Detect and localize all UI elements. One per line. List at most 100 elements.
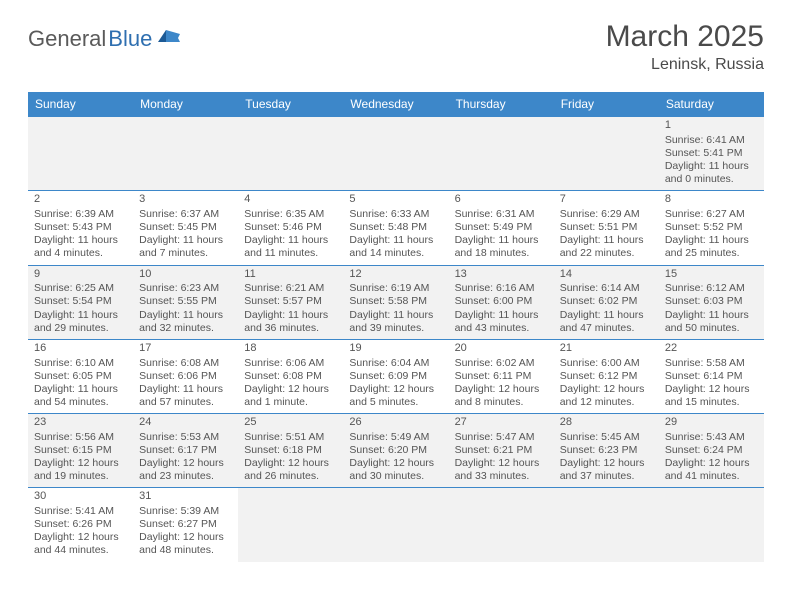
calendar-table: SundayMondayTuesdayWednesdayThursdayFrid… <box>28 92 764 562</box>
calendar-week-row: 9Sunrise: 6:25 AMSunset: 5:54 PMDaylight… <box>28 265 764 339</box>
day-number: 2 <box>34 193 127 207</box>
location-subtitle: Leninsk, Russia <box>606 56 764 74</box>
sunset-line: Sunset: 5:49 PM <box>455 221 548 234</box>
daylight-line: Daylight: 12 hours <box>455 457 548 470</box>
sunrise-line: Sunrise: 6:25 AM <box>34 282 127 295</box>
daylight-line: and 36 minutes. <box>244 322 337 335</box>
sunrise-line: Sunrise: 6:08 AM <box>139 357 232 370</box>
calendar-cell: 1Sunrise: 6:41 AMSunset: 5:41 PMDaylight… <box>659 117 764 191</box>
day-number: 18 <box>244 342 337 356</box>
daylight-line: Daylight: 12 hours <box>665 383 758 396</box>
calendar-cell <box>238 488 343 562</box>
calendar-cell: 9Sunrise: 6:25 AMSunset: 5:54 PMDaylight… <box>28 265 133 339</box>
sunset-line: Sunset: 6:27 PM <box>139 518 232 531</box>
daylight-line: Daylight: 11 hours <box>665 160 758 173</box>
header: GeneralBlue March 2025 Leninsk, Russia <box>28 20 764 74</box>
sunrise-line: Sunrise: 6:41 AM <box>665 134 758 147</box>
calendar-cell: 17Sunrise: 6:08 AMSunset: 6:06 PMDayligh… <box>133 339 238 413</box>
daylight-line: Daylight: 12 hours <box>560 457 653 470</box>
daylight-line: and 18 minutes. <box>455 247 548 260</box>
daylight-line: and 32 minutes. <box>139 322 232 335</box>
calendar-week-row: 2Sunrise: 6:39 AMSunset: 5:43 PMDaylight… <box>28 191 764 265</box>
sunset-line: Sunset: 6:12 PM <box>560 370 653 383</box>
sunset-line: Sunset: 5:46 PM <box>244 221 337 234</box>
sunset-line: Sunset: 6:03 PM <box>665 295 758 308</box>
daylight-line: and 54 minutes. <box>34 396 127 409</box>
sunset-line: Sunset: 5:41 PM <box>665 147 758 160</box>
daylight-line: and 29 minutes. <box>34 322 127 335</box>
calendar-cell: 25Sunrise: 5:51 AMSunset: 6:18 PMDayligh… <box>238 414 343 488</box>
dayname-header: Saturday <box>659 92 764 117</box>
daylight-line: Daylight: 12 hours <box>139 531 232 544</box>
dayname-header: Wednesday <box>343 92 448 117</box>
daylight-line: and 4 minutes. <box>34 247 127 260</box>
day-number: 29 <box>665 416 758 430</box>
calendar-cell: 3Sunrise: 6:37 AMSunset: 5:45 PMDaylight… <box>133 191 238 265</box>
calendar-cell: 2Sunrise: 6:39 AMSunset: 5:43 PMDaylight… <box>28 191 133 265</box>
calendar-week-row: 16Sunrise: 6:10 AMSunset: 6:05 PMDayligh… <box>28 339 764 413</box>
day-number: 6 <box>455 193 548 207</box>
daylight-line: and 33 minutes. <box>455 470 548 483</box>
day-number: 19 <box>349 342 442 356</box>
calendar-cell: 22Sunrise: 5:58 AMSunset: 6:14 PMDayligh… <box>659 339 764 413</box>
daylight-line: and 19 minutes. <box>34 470 127 483</box>
daylight-line: Daylight: 12 hours <box>455 383 548 396</box>
day-number: 31 <box>139 490 232 504</box>
day-number: 9 <box>34 268 127 282</box>
day-number: 4 <box>244 193 337 207</box>
daylight-line: Daylight: 11 hours <box>139 383 232 396</box>
sunrise-line: Sunrise: 6:02 AM <box>455 357 548 370</box>
sunset-line: Sunset: 6:23 PM <box>560 444 653 457</box>
daylight-line: Daylight: 12 hours <box>560 383 653 396</box>
day-number: 17 <box>139 342 232 356</box>
daylight-line: and 1 minute. <box>244 396 337 409</box>
logo-word-2: Blue <box>108 26 152 52</box>
sunrise-line: Sunrise: 6:23 AM <box>139 282 232 295</box>
calendar-week-row: 23Sunrise: 5:56 AMSunset: 6:15 PMDayligh… <box>28 414 764 488</box>
daylight-line: and 22 minutes. <box>560 247 653 260</box>
daylight-line: Daylight: 11 hours <box>665 309 758 322</box>
sunset-line: Sunset: 5:48 PM <box>349 221 442 234</box>
sunrise-line: Sunrise: 5:51 AM <box>244 431 337 444</box>
sunrise-line: Sunrise: 6:00 AM <box>560 357 653 370</box>
calendar-cell: 14Sunrise: 6:14 AMSunset: 6:02 PMDayligh… <box>554 265 659 339</box>
calendar-cell <box>343 488 448 562</box>
daylight-line: Daylight: 12 hours <box>665 457 758 470</box>
sunrise-line: Sunrise: 5:58 AM <box>665 357 758 370</box>
daylight-line: and 39 minutes. <box>349 322 442 335</box>
daylight-line: and 30 minutes. <box>349 470 442 483</box>
sunrise-line: Sunrise: 6:31 AM <box>455 208 548 221</box>
sunset-line: Sunset: 5:45 PM <box>139 221 232 234</box>
calendar-cell <box>554 488 659 562</box>
daylight-line: Daylight: 11 hours <box>455 234 548 247</box>
calendar-cell: 28Sunrise: 5:45 AMSunset: 6:23 PMDayligh… <box>554 414 659 488</box>
calendar-cell: 13Sunrise: 6:16 AMSunset: 6:00 PMDayligh… <box>449 265 554 339</box>
day-number: 30 <box>34 490 127 504</box>
day-number: 23 <box>34 416 127 430</box>
sunrise-line: Sunrise: 6:27 AM <box>665 208 758 221</box>
sunrise-line: Sunrise: 6:10 AM <box>34 357 127 370</box>
calendar-cell <box>659 488 764 562</box>
day-number: 20 <box>455 342 548 356</box>
daylight-line: Daylight: 12 hours <box>139 457 232 470</box>
daylight-line: and 57 minutes. <box>139 396 232 409</box>
daylight-line: Daylight: 11 hours <box>34 383 127 396</box>
calendar-cell <box>554 117 659 191</box>
calendar-cell <box>28 117 133 191</box>
daylight-line: and 14 minutes. <box>349 247 442 260</box>
daylight-line: and 44 minutes. <box>34 544 127 557</box>
calendar-cell <box>343 117 448 191</box>
sunrise-line: Sunrise: 5:56 AM <box>34 431 127 444</box>
sunset-line: Sunset: 5:52 PM <box>665 221 758 234</box>
day-number: 22 <box>665 342 758 356</box>
calendar-week-row: 1Sunrise: 6:41 AMSunset: 5:41 PMDaylight… <box>28 117 764 191</box>
sunset-line: Sunset: 6:11 PM <box>455 370 548 383</box>
dayname-row: SundayMondayTuesdayWednesdayThursdayFrid… <box>28 92 764 117</box>
sunrise-line: Sunrise: 6:21 AM <box>244 282 337 295</box>
daylight-line: Daylight: 11 hours <box>560 309 653 322</box>
day-number: 27 <box>455 416 548 430</box>
daylight-line: and 0 minutes. <box>665 173 758 186</box>
calendar-cell <box>238 117 343 191</box>
day-number: 25 <box>244 416 337 430</box>
calendar-cell: 16Sunrise: 6:10 AMSunset: 6:05 PMDayligh… <box>28 339 133 413</box>
